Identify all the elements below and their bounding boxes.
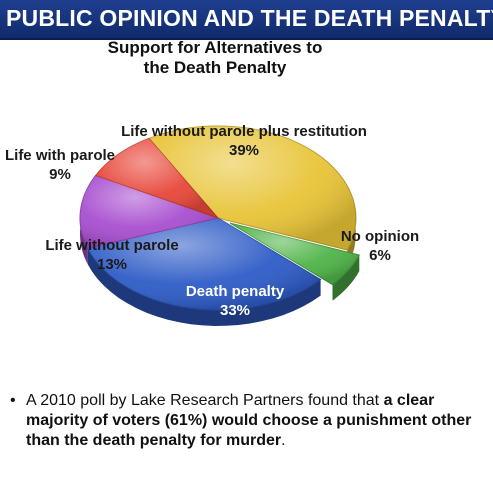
- bullet-text: A 2010 poll by Lake Research Partners fo…: [26, 391, 480, 451]
- pie-label-life-with-parole: Life with parole: [5, 147, 115, 164]
- pie-side-no-opinion: [332, 255, 360, 301]
- chart-title-line-2: the Death Penalty: [143, 58, 287, 77]
- pie-chart: Life without parole plus restitution 39% N…: [5, 123, 419, 326]
- pie-label-no-opinion: No opinion: [341, 228, 419, 245]
- pie-value-no-opinion: 6%: [369, 247, 391, 264]
- pie-value-life-without-parole: 13%: [97, 256, 127, 273]
- bullet-bold: a clear majority of voters (61%) would c…: [26, 392, 472, 449]
- pie-label-life-without-parole: Life without parole: [45, 237, 178, 254]
- header-banner: PUBLIC OPINION AND THE DEATH PENALTY: [0, 0, 493, 40]
- bullet-tail: .: [281, 432, 286, 449]
- pie-gloss-life-without-parole-plus-restitution: [149, 125, 356, 251]
- chart-title: Support for Alternatives to the Death Pe…: [80, 38, 350, 78]
- pie-value-life-with-parole: 9%: [49, 166, 71, 183]
- chart-title-line-1: Support for Alternatives to: [107, 38, 323, 57]
- bullet-lead: A 2010 poll by Lake Research Partners fo…: [26, 392, 380, 409]
- pie-gloss-no-opinion: [229, 223, 360, 285]
- bullet-dot: •: [10, 392, 16, 409]
- pie-label-life-without-parole-plus-restitution: Life without parole plus restitution: [121, 123, 367, 140]
- pie-value-life-without-parole-plus-restitution: 39%: [229, 142, 259, 159]
- pie-label-death-penalty: Death penalty: [186, 283, 285, 300]
- banner-title: PUBLIC OPINION AND THE DEATH PENALTY: [6, 5, 493, 31]
- pie-gloss-death-penalty: [87, 218, 321, 311]
- pie-side-death-penalty: [87, 248, 321, 326]
- pie-gloss-life-without-parole: [80, 175, 218, 249]
- pie-value-death-penalty: 33%: [220, 302, 250, 319]
- pie-gloss-life-with-parole: [95, 138, 218, 218]
